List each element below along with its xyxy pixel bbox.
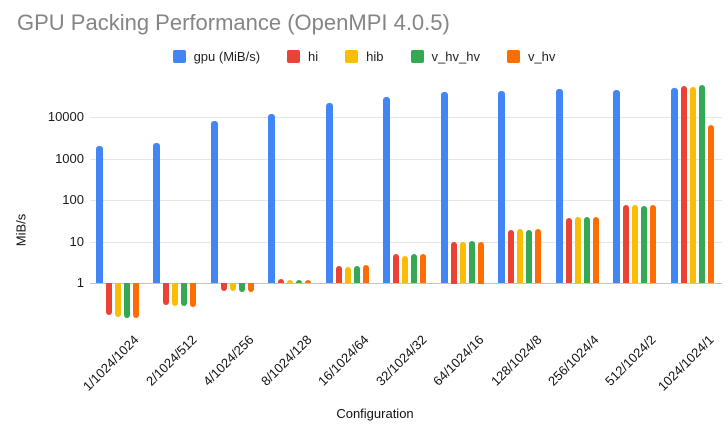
bar-hi-512-1024-2[interactable]	[623, 205, 629, 283]
y-tick-label: 10000	[47, 109, 84, 124]
x-tick-label: 128/1024/8	[487, 332, 545, 389]
legend-item-hi: hi	[287, 49, 318, 64]
baseline-gridline	[90, 283, 722, 284]
bar-v-hv-1024-1024-1[interactable]	[708, 125, 714, 283]
bar-hi-4-1024-256[interactable]	[221, 283, 227, 291]
gridline	[90, 200, 722, 201]
bar-hi-256-1024-4[interactable]	[566, 218, 572, 283]
legend-label: hi	[308, 48, 319, 64]
x-tick-label: 32/1024/32	[372, 332, 430, 389]
x-tick-label: 512/1024/2	[601, 332, 659, 389]
legend-label: v_hv_hv	[431, 48, 480, 64]
x-tick-label: 256/1024/4	[544, 332, 602, 389]
bar-hib-512-1024-2[interactable]	[632, 205, 638, 283]
bar-v-hv-8-1024-128[interactable]	[305, 280, 311, 283]
y-tick-label: 10	[69, 234, 84, 249]
bar-v-hv-1-1024-1024[interactable]	[133, 283, 139, 318]
legend-swatch-icon	[287, 49, 301, 63]
bar-gpu-mib-s--16-1024-64[interactable]	[326, 103, 333, 283]
legend-swatch-icon	[506, 49, 520, 63]
bar-gpu-mib-s--1-1024-1024[interactable]	[96, 146, 103, 283]
bar-v-hv-hv-4-1024-256[interactable]	[239, 283, 245, 292]
bar-v-hv-hv-32-1024-32[interactable]	[411, 254, 417, 283]
bar-v-hv-32-1024-32[interactable]	[420, 254, 426, 283]
gridline	[90, 159, 722, 160]
x-axis-title: Configuration	[336, 406, 414, 421]
bar-hib-64-1024-16[interactable]	[460, 242, 466, 283]
bar-hi-1024-1024-1[interactable]	[681, 86, 687, 283]
legend-item-hib: hib	[345, 48, 384, 64]
bar-gpu-mib-s--256-1024-4[interactable]	[556, 89, 563, 283]
bar-hib-1024-1024-1[interactable]	[690, 87, 696, 283]
bar-hib-2-1024-512[interactable]	[172, 283, 178, 306]
bar-v-hv-128-1024-8[interactable]	[535, 229, 541, 283]
x-tick-label: 2/1024/512	[142, 332, 200, 389]
bar-hib-16-1024-64[interactable]	[345, 267, 351, 283]
legend-label: v_hv	[527, 48, 556, 64]
chart-title: GPU Packing Performance (OpenMPI 4.0.5)	[17, 10, 450, 35]
gridline	[90, 117, 722, 118]
bar-v-hv-2-1024-512[interactable]	[190, 283, 196, 307]
bar-hi-64-1024-16[interactable]	[451, 242, 457, 284]
bar-hi-128-1024-8[interactable]	[508, 230, 514, 283]
bar-gpu-mib-s--2-1024-512[interactable]	[153, 143, 160, 283]
bar-hib-4-1024-256[interactable]	[230, 283, 236, 291]
bar-gpu-mib-s--8-1024-128[interactable]	[268, 114, 275, 283]
y-tick-label: 1	[76, 275, 84, 290]
bar-hib-32-1024-32[interactable]	[402, 256, 408, 283]
x-tick-label: 64/1024/16	[429, 332, 487, 389]
legend-item-v-hv-hv: v_hv_hv	[410, 48, 480, 64]
bar-v-hv-256-1024-4[interactable]	[593, 217, 599, 283]
bar-gpu-mib-s--32-1024-32[interactable]	[383, 97, 390, 283]
bar-hi-8-1024-128[interactable]	[278, 279, 284, 283]
y-axis-title: MiB/s	[13, 213, 29, 247]
gridline	[90, 242, 722, 243]
bar-v-hv-hv-2-1024-512[interactable]	[181, 283, 187, 306]
legend-label: hib	[366, 48, 384, 64]
x-tick-label: 8/1024/128	[257, 332, 315, 389]
y-tick-label: 100	[62, 192, 84, 207]
legend-item-gpu-mib-s-: gpu (MiB/s)	[172, 48, 261, 64]
legend-label: gpu (MiB/s)	[193, 48, 261, 64]
bar-v-hv-hv-256-1024-4[interactable]	[584, 217, 590, 283]
bar-hib-256-1024-4[interactable]	[575, 217, 581, 283]
bar-hi-32-1024-32[interactable]	[393, 254, 399, 283]
bar-v-hv-4-1024-256[interactable]	[248, 283, 254, 292]
bar-gpu-mib-s--1024-1024-1[interactable]	[671, 88, 678, 283]
bar-v-hv-hv-64-1024-16[interactable]	[469, 241, 475, 283]
x-tick-label: 1024/1024/1	[654, 332, 717, 394]
bar-gpu-mib-s--128-1024-8[interactable]	[498, 91, 505, 283]
bar-gpu-mib-s--512-1024-2[interactable]	[613, 90, 620, 283]
bar-hib-128-1024-8[interactable]	[517, 229, 523, 283]
legend-item-v-hv: v_hv	[506, 48, 556, 64]
legend-swatch-icon	[345, 49, 359, 63]
bar-v-hv-16-1024-64[interactable]	[363, 265, 369, 283]
bar-v-hv-hv-8-1024-128[interactable]	[296, 280, 302, 283]
y-tick-label: 1000	[55, 151, 84, 166]
bar-v-hv-hv-512-1024-2[interactable]	[641, 206, 647, 283]
bar-gpu-mib-s--4-1024-256[interactable]	[211, 121, 218, 283]
bar-v-hv-hv-16-1024-64[interactable]	[354, 266, 360, 283]
bar-v-hv-hv-1-1024-1024[interactable]	[124, 283, 130, 318]
bar-hi-1-1024-1024[interactable]	[106, 283, 112, 315]
bar-hi-16-1024-64[interactable]	[336, 266, 342, 283]
bar-v-hv-hv-1024-1024-1[interactable]	[699, 85, 705, 283]
bar-gpu-mib-s--64-1024-16[interactable]	[441, 92, 448, 283]
x-tick-label: 16/1024/64	[314, 332, 372, 389]
x-tick-label: 1/1024/1024	[79, 332, 142, 394]
bar-hib-1-1024-1024[interactable]	[115, 283, 121, 317]
bar-hib-8-1024-128[interactable]	[287, 280, 293, 283]
chart-legend: gpu (MiB/s) hi hib v_hv_hv v_hv	[0, 46, 728, 66]
bar-hi-2-1024-512[interactable]	[163, 283, 169, 305]
x-tick-label: 4/1024/256	[199, 332, 257, 389]
legend-swatch-icon	[172, 49, 186, 63]
bar-v-hv-512-1024-2[interactable]	[650, 205, 656, 283]
legend-swatch-icon	[410, 49, 424, 63]
bar-v-hv-hv-128-1024-8[interactable]	[526, 230, 532, 283]
bar-v-hv-64-1024-16[interactable]	[478, 242, 484, 284]
